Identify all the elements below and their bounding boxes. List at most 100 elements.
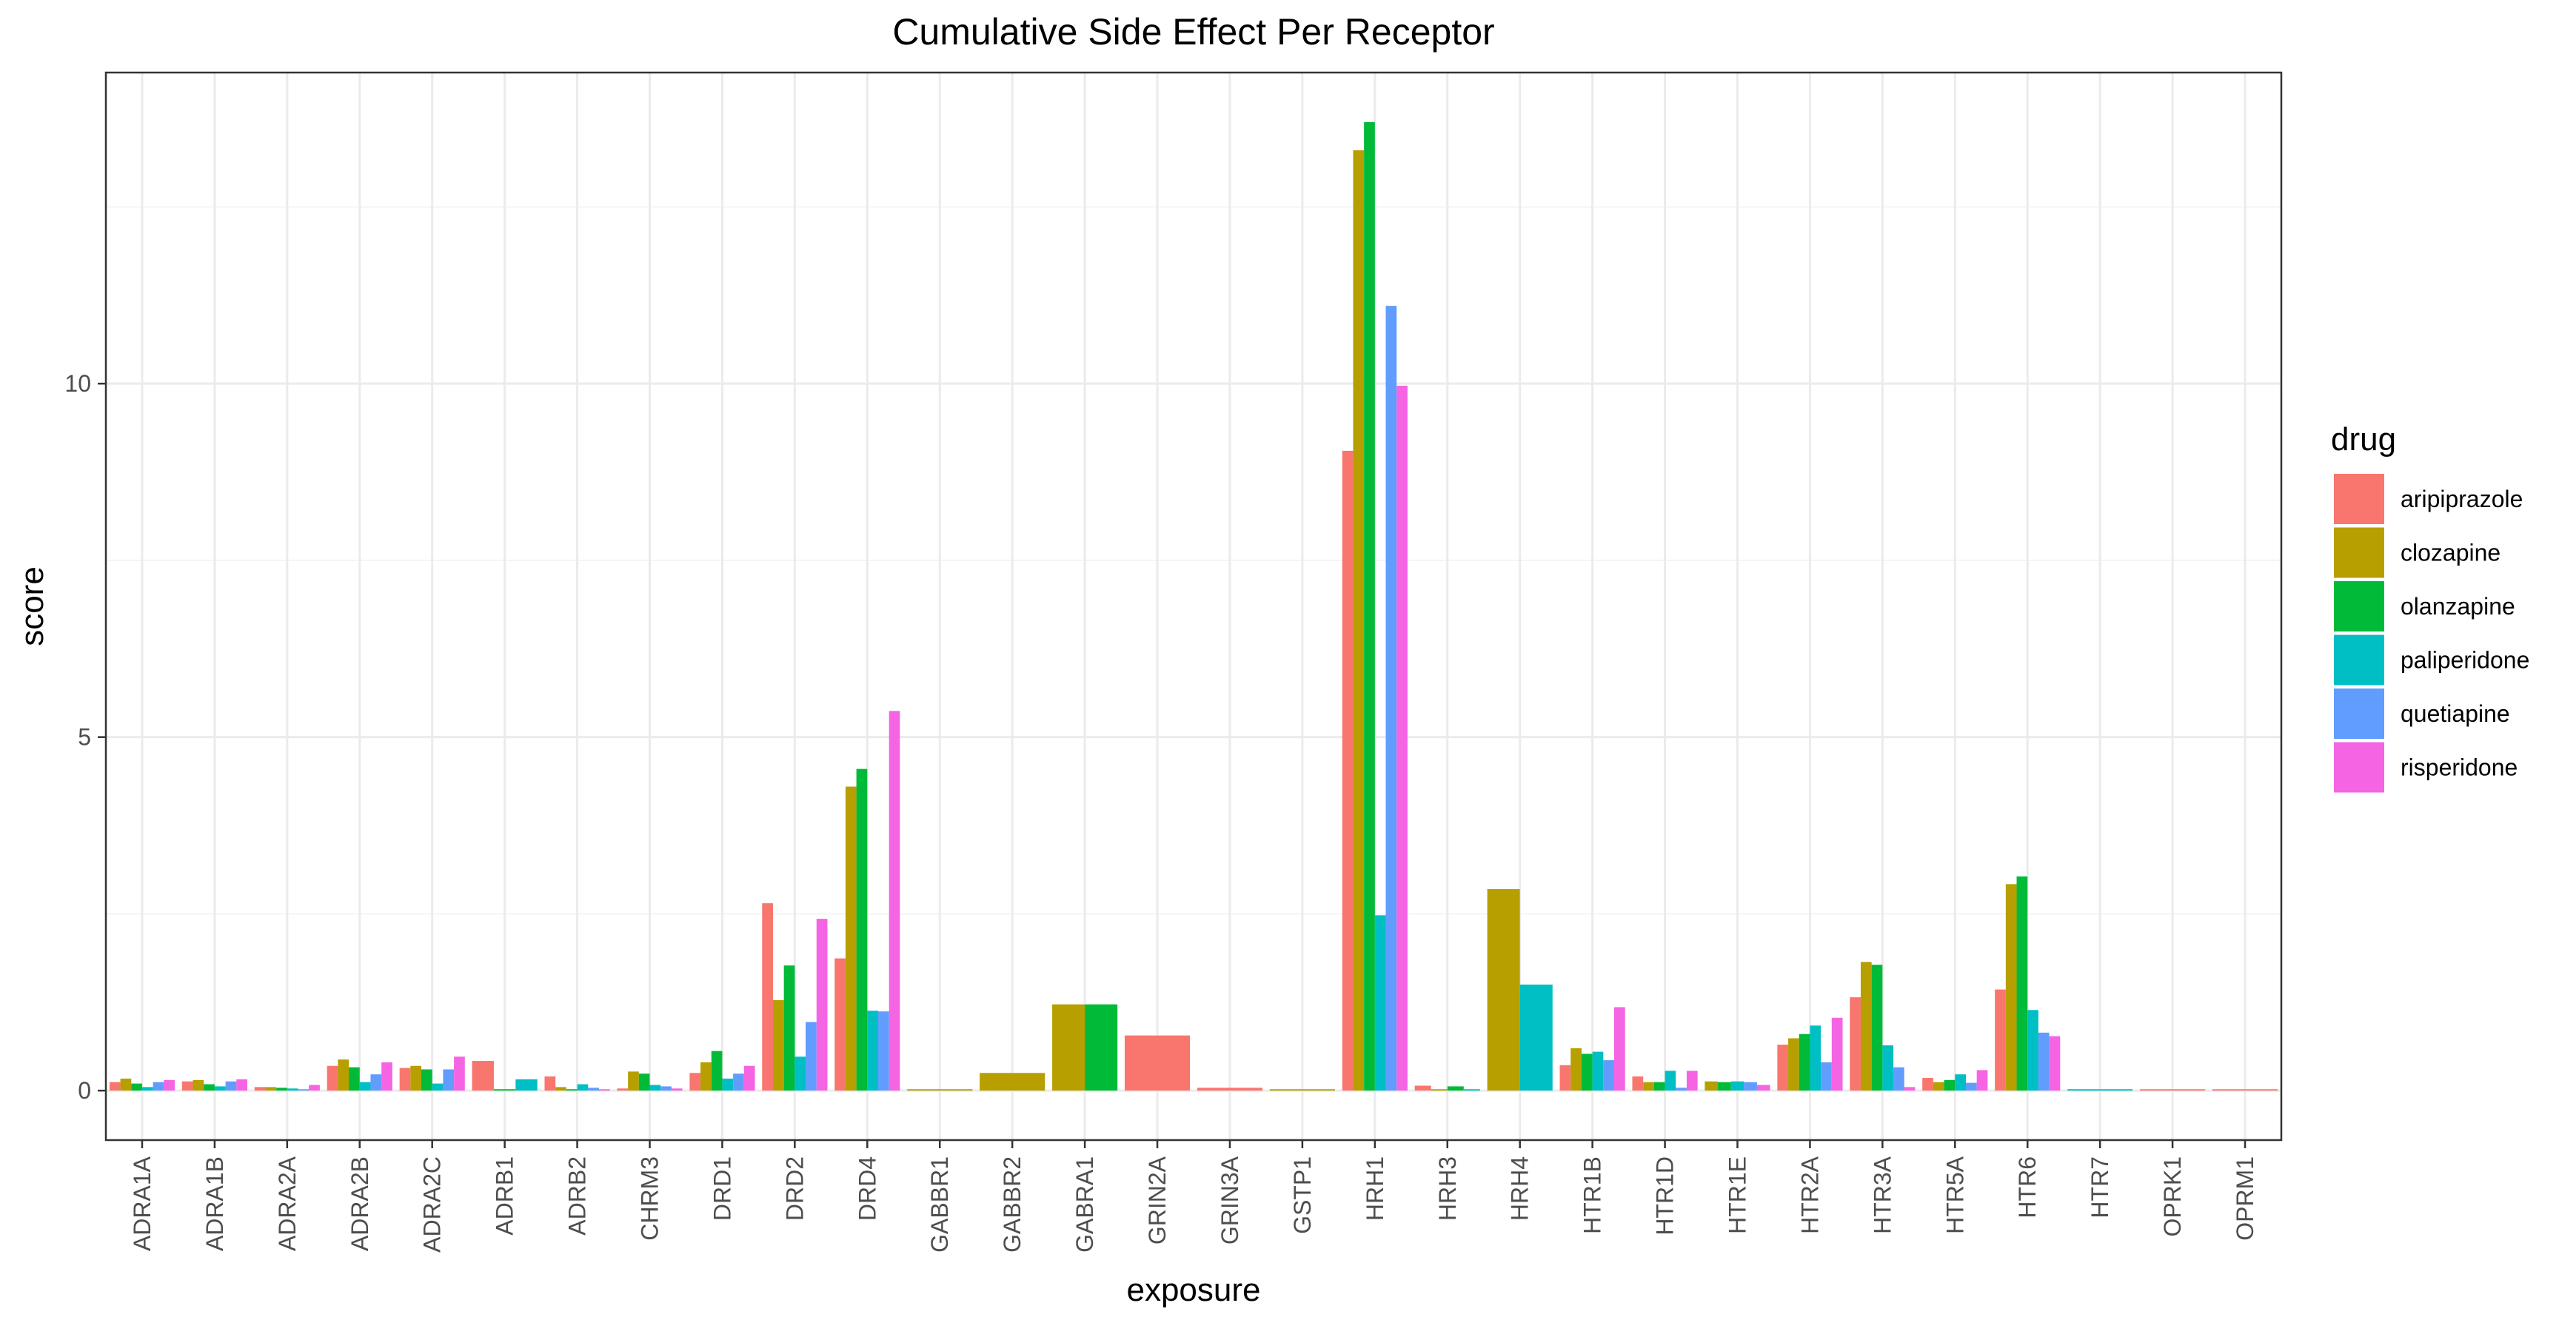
bar-hrh1-aripiprazole <box>1342 450 1354 1091</box>
bar-drd1-risperidone <box>743 1065 755 1091</box>
bar-adrb1-olanzapine <box>493 1089 516 1091</box>
chart-title: Cumulative Side Effect Per Receptor <box>892 11 1494 53</box>
bar-htr1e-olanzapine <box>1718 1082 1731 1091</box>
x-tick-label: HRH4 <box>1507 1156 1533 1221</box>
bar-adra1a-olanzapine <box>131 1083 142 1091</box>
x-tick-label: HTR5A <box>1941 1156 1968 1234</box>
bar-hrh1-paliperidone <box>1374 915 1386 1091</box>
x-tick-label: ADRA1B <box>201 1156 228 1251</box>
bar-htr2a-olanzapine <box>1799 1033 1810 1091</box>
bar-htr1b-clozapine <box>1570 1048 1582 1091</box>
bar-htr6-olanzapine <box>2016 876 2028 1091</box>
bar-htr3a-paliperidone <box>1882 1045 1894 1091</box>
bar-chrm3-olanzapine <box>638 1073 650 1091</box>
legend-key-risperidone <box>2334 742 2384 793</box>
bar-adra1b-olanzapine <box>204 1084 215 1091</box>
x-tick-label: GRIN3A <box>1217 1156 1243 1244</box>
bar-htr1d-quetiapine <box>1676 1088 1687 1091</box>
bar-adra1a-paliperidone <box>141 1087 153 1091</box>
bar-drd2-risperidone <box>816 919 828 1091</box>
bar-chrm3-clozapine <box>628 1071 639 1091</box>
bar-adra2a-clozapine <box>265 1087 277 1091</box>
x-tick-label: ADRA1A <box>129 1156 155 1251</box>
bar-hrh1-risperidone <box>1396 386 1408 1091</box>
legend-key-quetiapine <box>2334 689 2384 739</box>
bar-adra1b-aripiprazole <box>181 1081 193 1091</box>
bar-htr3a-aripiprazole <box>1850 997 1861 1091</box>
legend-label-aripiprazole: aripiprazole <box>2401 486 2523 512</box>
y-tick-label: 5 <box>78 724 91 751</box>
x-tick-label: DRD2 <box>781 1156 808 1221</box>
bar-hrh4-paliperidone <box>1519 984 1553 1091</box>
bar-gstp1-clozapine <box>1269 1089 1335 1091</box>
bar-drd1-clozapine <box>700 1062 712 1091</box>
bar-drd2-aripiprazole <box>762 903 773 1091</box>
bar-hrh4-clozapine <box>1487 888 1520 1091</box>
legend-key-aripiprazole <box>2334 474 2384 524</box>
bar-adra2c-quetiapine <box>443 1069 455 1091</box>
bar-adra2a-aripiprazole <box>254 1087 266 1091</box>
bar-hrh3-olanzapine <box>1447 1086 1464 1091</box>
bar-htr5a-quetiapine <box>1965 1082 1977 1091</box>
x-tick-label: HTR6 <box>2014 1156 2041 1219</box>
bar-grin2a-aripiprazole <box>1124 1035 1191 1091</box>
bar-chrm3-risperidone <box>671 1088 683 1091</box>
bar-htr6-clozapine <box>2005 884 2017 1091</box>
bar-drd4-risperidone <box>889 711 900 1091</box>
x-tick-label: HTR1B <box>1579 1156 1606 1234</box>
y-axis-title: score <box>14 566 50 646</box>
bar-htr1e-quetiapine <box>1744 1082 1757 1091</box>
bar-adra1b-risperidone <box>236 1079 247 1091</box>
bar-htr1b-paliperidone <box>1592 1051 1604 1091</box>
bar-hrh3-paliperidone <box>1463 1089 1480 1091</box>
x-axis-title: exposure <box>1126 1272 1260 1308</box>
bar-adrb2-aripiprazole <box>544 1076 556 1091</box>
legend-label-quetiapine: quetiapine <box>2401 700 2510 727</box>
bar-htr6-risperidone <box>2049 1036 2061 1091</box>
bar-htr6-quetiapine <box>2038 1032 2050 1091</box>
bar-htr1d-risperidone <box>1686 1071 1698 1091</box>
x-axis: ADRA1A ADRA1B ADRA2A ADRA2B ADRA2C ADRB1 ADRB2… <box>129 1140 2258 1253</box>
bar-drd4-aripiprazole <box>834 958 846 1091</box>
bar-htr5a-risperidone <box>1976 1070 1988 1091</box>
bar-oprk1-aripiprazole <box>2140 1089 2206 1091</box>
legend-label-paliperidone: paliperidone <box>2401 647 2529 674</box>
bar-gabra1-olanzapine <box>1085 1004 1118 1091</box>
bar-chrm3-quetiapine <box>660 1086 672 1091</box>
x-tick-label: OPRK1 <box>2159 1156 2186 1236</box>
bar-hrh1-clozapine <box>1353 150 1365 1091</box>
x-tick-label: ADRB2 <box>564 1156 591 1236</box>
bar-oprm1-aripiprazole <box>2212 1089 2278 1091</box>
bar-hrh3-aripiprazole <box>1414 1085 1431 1091</box>
bar-adra2b-paliperidone <box>359 1082 371 1091</box>
bar-adra2c-paliperidone <box>432 1083 444 1091</box>
x-tick-label: GSTP1 <box>1289 1156 1316 1234</box>
bar-htr2a-paliperidone <box>1810 1025 1821 1091</box>
y-tick-label: 0 <box>78 1077 91 1104</box>
bar-adra2c-risperidone <box>454 1056 465 1091</box>
x-tick-label: OPRM1 <box>2232 1156 2258 1241</box>
legend-label-olanzapine: olanzapine <box>2401 593 2515 620</box>
bar-adrb2-olanzapine <box>566 1089 578 1091</box>
bar-htr1e-clozapine <box>1704 1081 1719 1091</box>
x-tick-label: GRIN2A <box>1144 1156 1171 1244</box>
x-tick-label: GABBR2 <box>999 1156 1026 1253</box>
x-tick-label: GABBR1 <box>926 1156 953 1253</box>
legend: drug aripiprazole clozapine olanzapine palip… <box>2331 421 2529 793</box>
bar-htr5a-paliperidone <box>1955 1074 1966 1091</box>
bar-htr7-paliperidone <box>2067 1089 2133 1091</box>
legend-label-risperidone: risperidone <box>2401 754 2518 781</box>
bar-adrb1-aripiprazole <box>472 1061 494 1091</box>
bar-adra2a-quetiapine <box>298 1089 310 1091</box>
y-tick-label: 10 <box>64 370 91 397</box>
bar-htr2a-quetiapine <box>1821 1062 1832 1091</box>
bar-htr3a-olanzapine <box>1871 965 1883 1091</box>
bar-htr5a-aripiprazole <box>1922 1077 1933 1091</box>
bar-htr1b-aripiprazole <box>1559 1065 1571 1091</box>
x-tick-label: GABRA1 <box>1071 1156 1098 1253</box>
bar-adra2b-clozapine <box>338 1059 349 1091</box>
x-tick-label: HTR1E <box>1724 1156 1751 1234</box>
x-tick-label: CHRM3 <box>637 1156 663 1241</box>
bars <box>109 121 2278 1091</box>
